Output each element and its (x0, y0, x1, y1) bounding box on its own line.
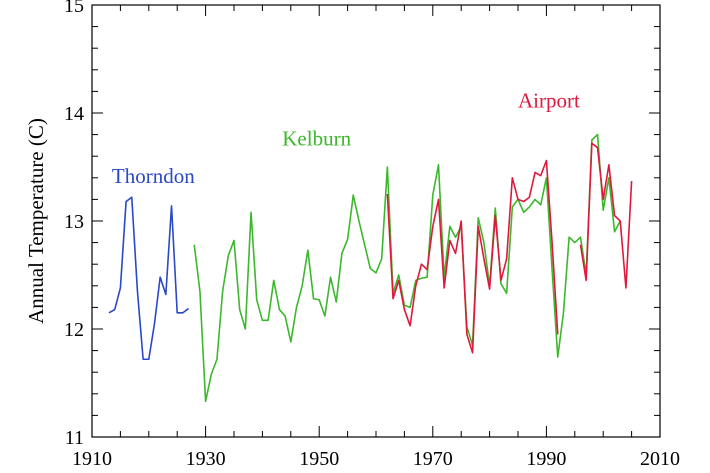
y-tick-label: 11 (65, 427, 84, 449)
series-line-airport (386, 142, 633, 354)
x-tick-label: 1990 (526, 448, 566, 470)
series-label-thorndon: Thorndon (112, 164, 195, 188)
y-tick-label: 12 (64, 319, 84, 341)
axis-ticks (91, 4, 661, 438)
series-line-thorndon (108, 196, 190, 361)
y-tick-label: 14 (64, 103, 84, 125)
series-label-kelburn: Kelburn (282, 126, 351, 150)
series-label-airport: Airport (518, 89, 580, 113)
x-tick-label: 2010 (640, 448, 680, 470)
x-tick-label: 1910 (72, 448, 112, 470)
plot-frame (91, 4, 661, 438)
y-tick-label: 13 (64, 211, 84, 233)
series-line-kelburn (193, 133, 621, 403)
x-tick-label: 1950 (299, 448, 339, 470)
x-tick-label: 1970 (413, 448, 453, 470)
y-tick-label: 15 (64, 0, 84, 17)
series-labels: Thorndon Kelburn Airport (112, 89, 580, 189)
y-axis-title: Annual Temperature (C) (24, 118, 48, 324)
x-tick-label: 1930 (186, 448, 226, 470)
axis-tick-labels: 1910 1930 1950 1970 1990 2010 11 12 13 14 15 (64, 0, 680, 470)
series-lines (108, 133, 633, 403)
